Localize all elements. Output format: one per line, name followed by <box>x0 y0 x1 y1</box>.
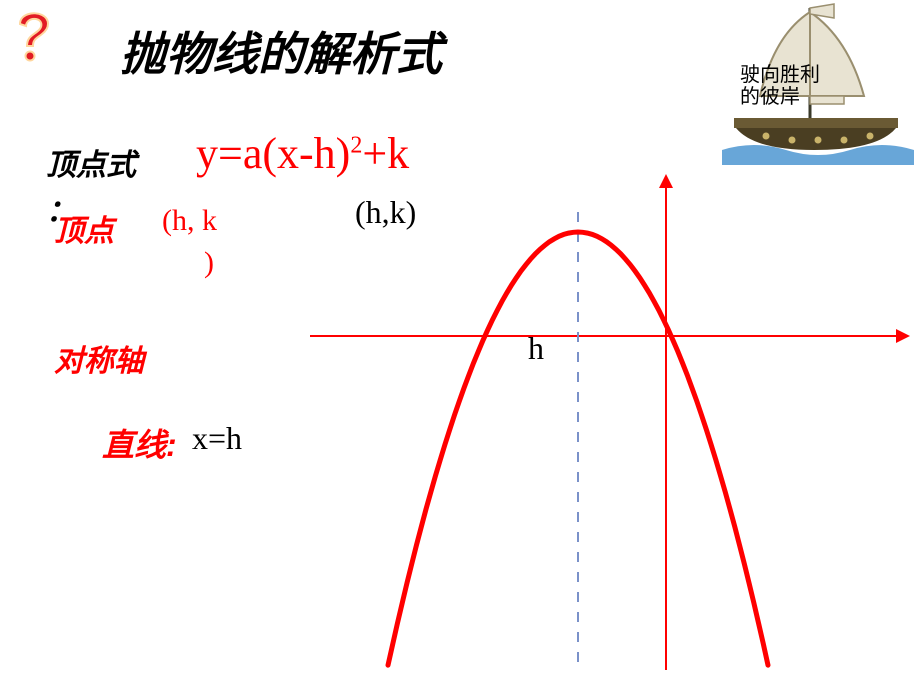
line-value: x=h <box>192 420 242 457</box>
question-mark-icon <box>6 8 62 64</box>
formula-exp: 2 <box>350 132 362 158</box>
axis-of-symmetry-label: 对称轴 <box>54 336 144 380</box>
vertex-value-paren: ) <box>204 246 214 280</box>
vertex-form-label-line1: 顶点式 <box>46 140 136 184</box>
vertex-value: (h, k <box>162 204 217 238</box>
vertex-label: 顶点 <box>54 206 114 250</box>
graph-h-label: h <box>528 330 544 367</box>
slide-root: 驶向胜利 的彼岸 抛物线的解析式 顶点式 ： y=a(x-h)2+k 顶点 (h… <box>0 0 920 690</box>
graph-hk-label: (h,k) <box>355 194 416 231</box>
caption-line2: 的彼岸 <box>740 80 800 109</box>
page-title: 抛物线的解析式 <box>120 18 442 84</box>
parabola-graph <box>310 160 920 680</box>
line-label: 直线: <box>102 420 177 466</box>
